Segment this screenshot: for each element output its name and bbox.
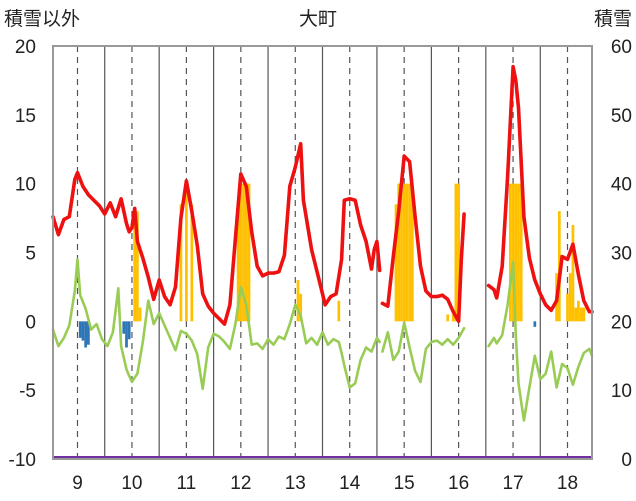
max_temp-line-0 [51, 141, 382, 326]
snow_depth-bar-3 [179, 204, 183, 322]
tick-labels: 9 10 11 12 13 14 15 16 17 1820151050-5-1060504030… [9, 37, 632, 494]
x-tick-12: 12 [230, 473, 251, 494]
min_temp-line-0 [51, 258, 381, 391]
snow_depth-bar-33 [566, 293, 569, 322]
precip-bar-2 [84, 321, 88, 348]
snow_depth-bar-4 [185, 190, 188, 322]
y-left-tick-5: 5 [25, 244, 36, 265]
max_temp-line-2 [486, 64, 594, 314]
y-left-tick-15: 15 [15, 106, 36, 127]
snow_depth-bar-15 [397, 183, 401, 322]
snow_depth-bar-26 [508, 183, 512, 322]
plot-frame [52, 45, 593, 460]
x-tick-18: 18 [557, 473, 578, 494]
x-tick-16: 16 [448, 473, 469, 494]
snow_depth-bar-0 [133, 211, 137, 322]
chart-title: 大町 [299, 8, 337, 30]
x-tick-17: 17 [502, 473, 523, 494]
precip-bar-3 [87, 321, 90, 345]
y-left-tick-10: 10 [15, 175, 36, 196]
snow_depth-bar-20 [410, 183, 414, 322]
snow_depth-bar-23 [451, 314, 455, 322]
snow_depth-bar-8 [242, 183, 245, 322]
snow_depth-bar-35 [571, 224, 575, 322]
y-right-tick-0: 0 [621, 450, 632, 471]
y-right-tick-40: 40 [611, 175, 632, 196]
x-tick-11: 11 [177, 473, 197, 494]
snow_depth-bar-38 [579, 307, 583, 322]
precip-bar-1 [81, 321, 85, 341]
x-tick-9: 9 [72, 473, 83, 494]
min_temp-line-1 [381, 321, 466, 384]
y-left-tick-0: 0 [25, 312, 36, 333]
snow_depth-bar-9 [244, 183, 248, 322]
y-left-tick-20: 20 [15, 37, 36, 58]
snow_depth-bar-6 [236, 204, 240, 322]
precip-bar-6 [127, 321, 131, 340]
snow_depth-bar-14 [394, 204, 398, 322]
snow_depth-bar-16 [400, 183, 403, 322]
data-marks [51, 64, 594, 422]
y-right-tick-50: 50 [611, 106, 632, 127]
snow_depth-bar-39 [582, 307, 586, 322]
snow_depth-bar-5 [190, 204, 194, 322]
x-tick-14: 14 [339, 473, 361, 494]
precip-bar-0 [78, 321, 82, 338]
snow_depth-bar-13 [337, 300, 341, 322]
x-tick-10: 10 [121, 473, 142, 494]
precip-bar-5 [125, 321, 128, 348]
snow_depth-bar-24 [454, 183, 458, 322]
snow_depth-bar-27 [511, 183, 515, 322]
y-right-tick-30: 30 [611, 244, 632, 265]
x-tick-13: 13 [285, 473, 306, 494]
x-tick-15: 15 [394, 473, 415, 494]
snow_depth-bar-17 [402, 183, 406, 322]
y-right-axis-label: 積雪 [594, 8, 632, 30]
max_temp-line-1 [380, 154, 466, 324]
snow_depth-bar-11 [296, 280, 300, 322]
snow_depth-bar-29 [517, 183, 520, 322]
snow_depth-bar-36 [574, 307, 578, 322]
snow_depth-bar-25 [457, 183, 460, 322]
snow_depth-bar-1 [136, 211, 139, 322]
snow_depth-bar-30 [519, 183, 523, 322]
snow_depth-bar-18 [405, 183, 409, 322]
snow_depth-bar-37 [577, 300, 580, 322]
precip-bar-7 [533, 321, 537, 327]
y-left-tick--5: -5 [19, 381, 36, 402]
snow_depth-bar-7 [239, 183, 243, 322]
snow_depth-bar-34 [568, 273, 572, 322]
snow_depth-bar-2 [138, 307, 142, 322]
snow_depth-bar-19 [408, 183, 411, 322]
y-right-tick-60: 60 [611, 37, 632, 58]
snow_depth-bar-28 [514, 183, 518, 322]
snow_depth-bar-10 [247, 183, 251, 322]
min_temp-line-2 [487, 260, 594, 422]
precip-bar-4 [122, 321, 126, 334]
y-left-tick--10: -10 [9, 450, 36, 471]
y-right-tick-10: 10 [611, 381, 632, 402]
snow_depth-bar-12 [299, 293, 303, 322]
snow_depth-bar-21 [446, 314, 450, 322]
y-right-tick-20: 20 [611, 312, 632, 333]
y-left-axis-label: 積雪以外 [4, 8, 80, 30]
